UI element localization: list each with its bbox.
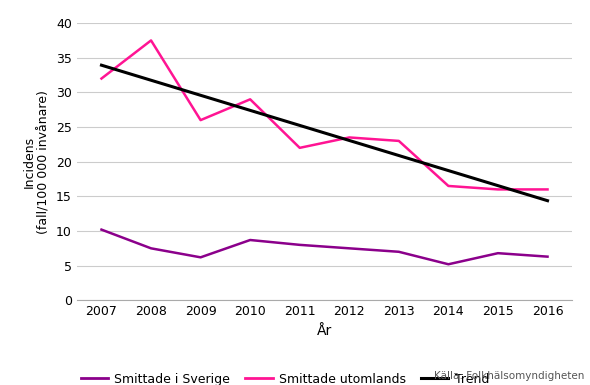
Text: Källa: Folkhälsomyndigheten: Källa: Folkhälsomyndigheten <box>434 371 584 381</box>
Y-axis label: Incidens
(fall/100 000 invånare): Incidens (fall/100 000 invånare) <box>22 90 50 234</box>
Legend: Smittade i Sverige, Smittade utomlands, Trend: Smittade i Sverige, Smittade utomlands, … <box>76 368 494 385</box>
X-axis label: År: År <box>317 324 332 338</box>
